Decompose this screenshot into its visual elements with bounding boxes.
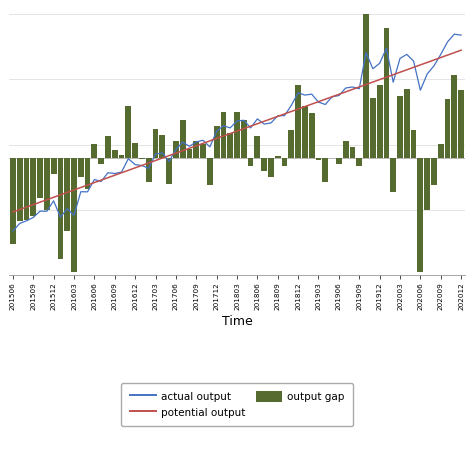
Bar (309, 113, 315, 158)
Bar (445, 99, 450, 158)
Bar (64, 158, 70, 231)
Bar (268, 158, 274, 177)
Bar (17, 158, 23, 221)
Bar (220, 112, 226, 158)
Bar (10, 158, 16, 244)
Bar (404, 89, 410, 158)
Bar (282, 158, 287, 166)
Bar (458, 90, 464, 158)
Bar (51, 158, 56, 174)
Bar (166, 158, 172, 184)
Bar (261, 158, 267, 171)
X-axis label: Time: Time (222, 315, 252, 328)
Bar (275, 155, 281, 158)
Bar (431, 158, 437, 184)
Bar (146, 158, 152, 182)
Bar (139, 158, 145, 159)
Bar (30, 158, 36, 216)
Bar (118, 155, 125, 158)
Bar (234, 112, 240, 158)
Bar (187, 149, 192, 158)
Bar (153, 129, 158, 158)
Bar (57, 158, 64, 258)
Bar (71, 158, 77, 273)
Bar (207, 158, 213, 185)
Bar (295, 85, 301, 158)
Bar (383, 28, 389, 158)
Bar (24, 158, 29, 220)
Bar (397, 96, 403, 158)
Bar (390, 158, 396, 192)
Bar (200, 144, 206, 158)
Bar (132, 143, 138, 158)
Bar (302, 106, 308, 158)
Bar (370, 98, 376, 158)
Bar (105, 136, 111, 158)
Bar (343, 141, 348, 158)
Bar (356, 158, 362, 166)
Bar (248, 158, 254, 166)
Bar (424, 158, 430, 210)
Bar (85, 158, 91, 189)
Bar (438, 144, 444, 158)
Legend: actual output, potential output, output gap: actual output, potential output, output … (121, 383, 353, 426)
Bar (193, 140, 199, 158)
Bar (322, 158, 328, 182)
Bar (316, 158, 321, 160)
Bar (78, 158, 84, 177)
Bar (363, 14, 369, 158)
Bar (349, 147, 356, 158)
Bar (112, 150, 118, 158)
Bar (255, 137, 260, 158)
Bar (410, 130, 417, 158)
Bar (214, 126, 219, 158)
Bar (91, 145, 97, 158)
Bar (377, 85, 383, 158)
Bar (126, 106, 131, 158)
Bar (180, 120, 185, 158)
Bar (37, 158, 43, 198)
Bar (336, 158, 342, 164)
Bar (159, 135, 165, 158)
Bar (98, 158, 104, 164)
Bar (241, 120, 246, 158)
Bar (228, 133, 233, 158)
Bar (173, 141, 179, 158)
Bar (451, 75, 457, 158)
Bar (418, 158, 423, 272)
Bar (289, 130, 294, 158)
Bar (44, 158, 50, 210)
